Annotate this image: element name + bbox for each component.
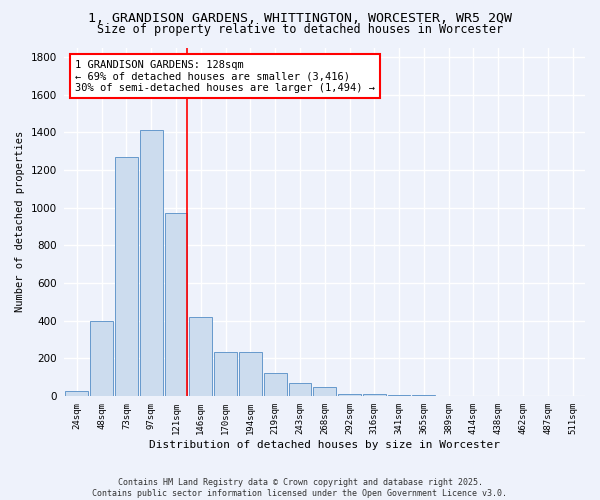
Bar	[164, 213, 187, 396]
Text: Size of property relative to detached houses in Worcester: Size of property relative to detached ho…	[97, 22, 503, 36]
Bar	[313, 388, 336, 396]
Bar	[90, 320, 113, 396]
Bar	[140, 130, 163, 396]
Bar	[214, 352, 237, 396]
Bar	[338, 394, 361, 396]
X-axis label: Distribution of detached houses by size in Worcester: Distribution of detached houses by size …	[149, 440, 500, 450]
Bar	[65, 391, 88, 396]
Text: Contains HM Land Registry data © Crown copyright and database right 2025.
Contai: Contains HM Land Registry data © Crown c…	[92, 478, 508, 498]
Y-axis label: Number of detached properties: Number of detached properties	[15, 131, 25, 312]
Bar	[412, 395, 435, 396]
Text: 1, GRANDISON GARDENS, WHITTINGTON, WORCESTER, WR5 2QW: 1, GRANDISON GARDENS, WHITTINGTON, WORCE…	[88, 12, 512, 26]
Bar	[190, 317, 212, 396]
Text: 1 GRANDISON GARDENS: 128sqm
← 69% of detached houses are smaller (3,416)
30% of : 1 GRANDISON GARDENS: 128sqm ← 69% of det…	[75, 60, 375, 93]
Bar	[264, 374, 287, 396]
Bar	[363, 394, 386, 396]
Bar	[388, 395, 410, 396]
Bar	[115, 156, 138, 396]
Bar	[239, 352, 262, 396]
Bar	[289, 383, 311, 396]
